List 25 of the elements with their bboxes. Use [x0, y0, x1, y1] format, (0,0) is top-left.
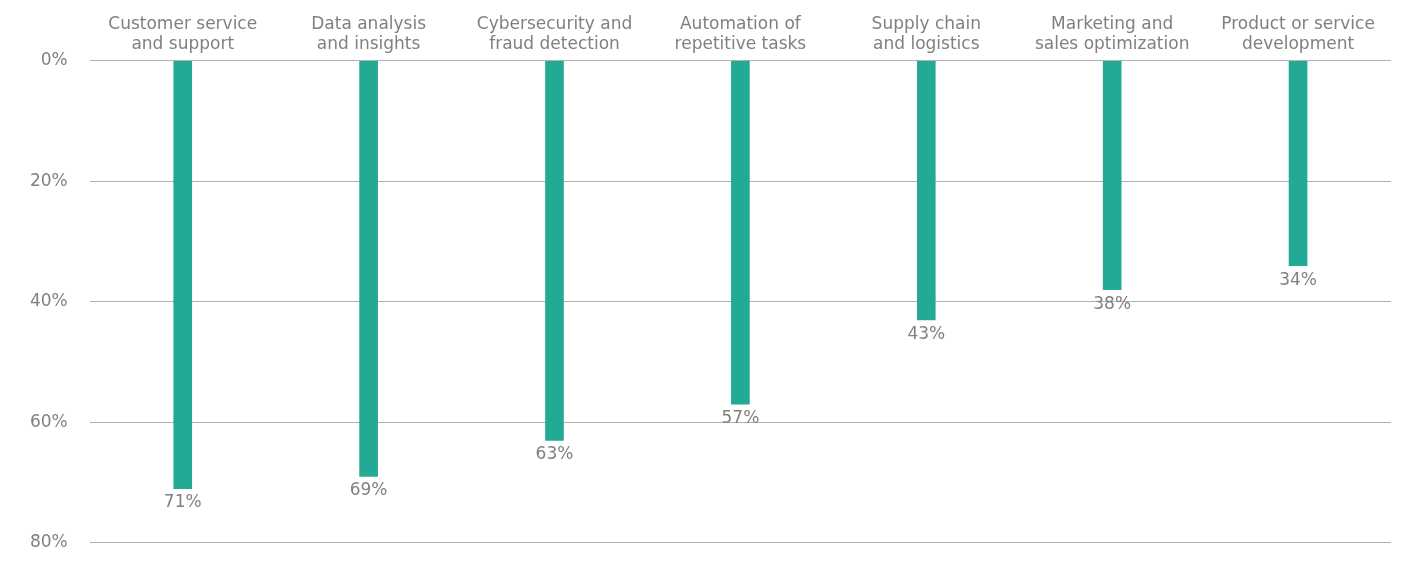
x-tick-label: Marketing and sales optimization	[1034, 12, 1190, 54]
y-tick-label: 60%	[29, 410, 68, 431]
bar	[1102, 60, 1122, 291]
y-tick-label: 40%	[29, 290, 68, 311]
x-tick-label: Cybersecurity and fraud detection	[476, 12, 633, 54]
x-tick-label: Data analysis and insights	[311, 12, 427, 54]
data-label: 69%	[349, 479, 388, 500]
data-label: 43%	[907, 322, 946, 343]
bar	[173, 60, 193, 489]
y-tick-label: 80%	[29, 531, 68, 552]
data-label: 34%	[1279, 268, 1317, 289]
bar	[359, 60, 378, 477]
x-tick-label: Product or service development	[1221, 12, 1375, 54]
bar	[916, 60, 936, 321]
y-tick-label: 0%	[40, 49, 68, 70]
data-label: 63%	[535, 443, 574, 464]
y-tick-label: 20%	[29, 169, 68, 190]
x-tick-label: Customer service and support	[108, 12, 258, 54]
bar	[1288, 60, 1308, 266]
data-label: 57%	[721, 407, 760, 428]
x-tick-label: Supply chain and logistics	[871, 12, 981, 54]
bar	[731, 60, 750, 405]
data-label: 71%	[163, 491, 202, 512]
bar	[545, 60, 564, 441]
x-tick-label: Automation of repetitive tasks	[674, 12, 807, 54]
